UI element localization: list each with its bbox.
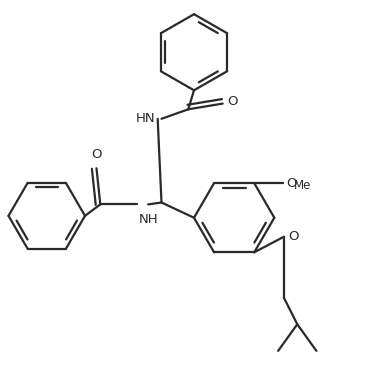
Text: HN: HN xyxy=(136,112,156,125)
Text: O: O xyxy=(288,230,299,243)
Text: Me: Me xyxy=(294,179,311,191)
Text: O: O xyxy=(286,177,296,190)
Text: O: O xyxy=(227,95,238,108)
Text: O: O xyxy=(91,149,102,161)
Text: NH: NH xyxy=(139,213,158,226)
